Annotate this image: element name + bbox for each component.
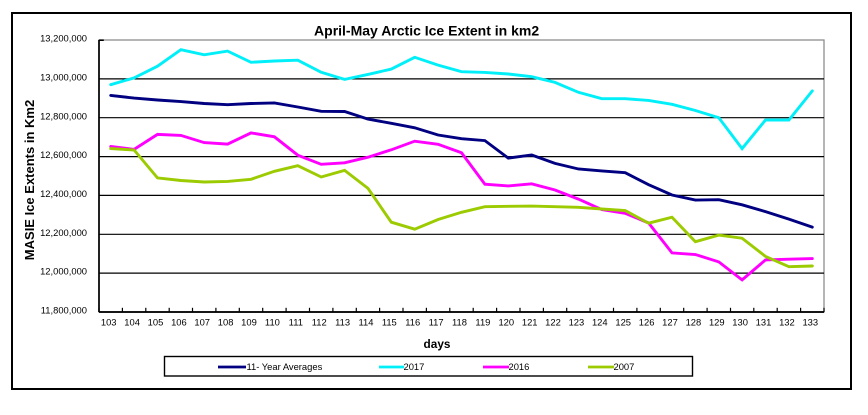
svg-text:125: 125 xyxy=(615,317,631,328)
svg-text:112: 112 xyxy=(312,317,327,328)
svg-text:116: 116 xyxy=(405,317,420,328)
svg-text:13,000,000: 13,000,000 xyxy=(40,72,87,83)
svg-text:11- Year Averages: 11- Year Averages xyxy=(247,361,323,372)
svg-text:13,200,000: 13,200,000 xyxy=(40,33,87,44)
svg-text:11,800,000: 11,800,000 xyxy=(41,305,87,316)
svg-text:113: 113 xyxy=(335,317,350,328)
svg-text:128: 128 xyxy=(686,317,702,328)
svg-text:April-May Arctic Ice Extent in: April-May Arctic Ice Extent in km2 xyxy=(314,23,539,39)
svg-text:days: days xyxy=(424,337,451,351)
svg-text:121: 121 xyxy=(522,317,538,328)
svg-text:118: 118 xyxy=(452,317,467,328)
svg-text:111: 111 xyxy=(289,317,303,328)
svg-text:107: 107 xyxy=(194,317,210,328)
svg-text:12,600,000: 12,600,000 xyxy=(40,149,87,160)
svg-text:12,800,000: 12,800,000 xyxy=(40,110,87,121)
svg-text:122: 122 xyxy=(545,317,561,328)
svg-text:131: 131 xyxy=(756,317,772,328)
svg-text:106: 106 xyxy=(171,317,187,328)
svg-text:2007: 2007 xyxy=(614,361,635,372)
svg-text:130: 130 xyxy=(732,317,748,328)
svg-text:108: 108 xyxy=(218,317,234,328)
svg-text:105: 105 xyxy=(148,317,164,328)
svg-text:114: 114 xyxy=(359,317,374,328)
svg-text:12,400,000: 12,400,000 xyxy=(40,188,87,199)
svg-text:127: 127 xyxy=(662,317,678,328)
svg-text:115: 115 xyxy=(382,317,397,328)
svg-text:124: 124 xyxy=(592,317,608,328)
svg-text:126: 126 xyxy=(639,317,655,328)
svg-text:104: 104 xyxy=(124,317,140,328)
svg-text:MASIE Ice Extents in Km2: MASIE Ice Extents in Km2 xyxy=(22,100,37,260)
svg-text:103: 103 xyxy=(101,317,117,328)
svg-text:2017: 2017 xyxy=(404,361,425,372)
svg-text:133: 133 xyxy=(802,317,818,328)
svg-text:12,000,000: 12,000,000 xyxy=(40,266,87,277)
svg-text:129: 129 xyxy=(709,317,725,328)
svg-text:119: 119 xyxy=(475,317,490,328)
svg-text:117: 117 xyxy=(429,317,444,328)
svg-text:110: 110 xyxy=(265,317,280,328)
svg-text:132: 132 xyxy=(779,317,795,328)
svg-text:12,200,000: 12,200,000 xyxy=(40,227,87,238)
svg-text:123: 123 xyxy=(569,317,585,328)
svg-text:109: 109 xyxy=(241,317,257,328)
svg-text:2016: 2016 xyxy=(509,361,530,372)
svg-text:120: 120 xyxy=(498,317,514,328)
